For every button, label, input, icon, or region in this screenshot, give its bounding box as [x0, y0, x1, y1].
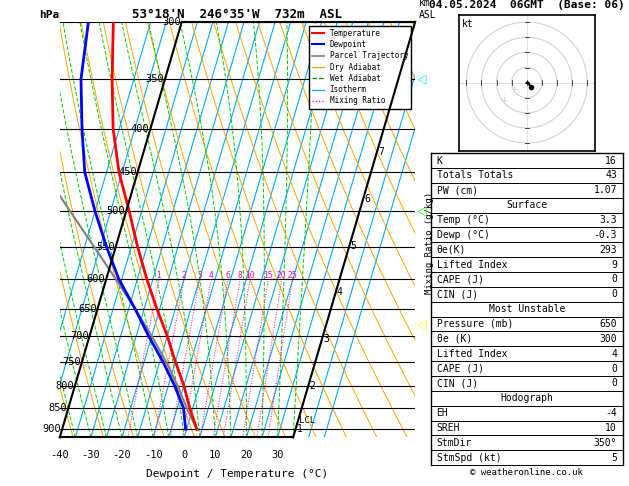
Text: StmDir: StmDir: [437, 438, 472, 448]
Text: -0.3: -0.3: [593, 230, 617, 240]
Text: hPa: hPa: [40, 10, 60, 20]
Text: 700: 700: [70, 331, 89, 341]
Text: ◁: ◁: [416, 319, 426, 332]
Title: 53°18'N  246°35'W  732m  ASL: 53°18'N 246°35'W 732m ASL: [133, 8, 342, 21]
Text: Lifted Index: Lifted Index: [437, 348, 507, 359]
Text: 2: 2: [309, 381, 315, 391]
Text: 0: 0: [611, 364, 617, 374]
Text: -20: -20: [113, 450, 131, 460]
Text: 30: 30: [271, 450, 284, 460]
Text: 650: 650: [78, 304, 97, 313]
Text: θe(K): θe(K): [437, 244, 466, 255]
Text: 350: 350: [145, 74, 164, 84]
Text: 3: 3: [323, 334, 329, 344]
Text: Most Unstable: Most Unstable: [489, 304, 565, 314]
Legend: Temperature, Dewpoint, Parcel Trajectory, Dry Adiabat, Wet Adiabat, Isotherm, Mi: Temperature, Dewpoint, Parcel Trajectory…: [309, 26, 411, 108]
Text: 20: 20: [240, 450, 253, 460]
Text: 350°: 350°: [593, 438, 617, 448]
Text: 1: 1: [296, 424, 303, 434]
Text: 5: 5: [350, 241, 356, 251]
Text: 10: 10: [209, 450, 221, 460]
Text: 1: 1: [157, 271, 161, 280]
Text: SREH: SREH: [437, 423, 460, 433]
Text: Dewpoint / Temperature (°C): Dewpoint / Temperature (°C): [147, 469, 328, 479]
Text: 900: 900: [43, 424, 61, 434]
Text: Dewp (°C): Dewp (°C): [437, 230, 489, 240]
Text: ◁: ◁: [416, 205, 426, 218]
Text: PW (cm): PW (cm): [437, 185, 478, 195]
Text: EH: EH: [437, 408, 448, 418]
Text: 3: 3: [197, 271, 202, 280]
Text: StmSpd (kt): StmSpd (kt): [437, 452, 501, 463]
Text: 850: 850: [48, 403, 67, 413]
Text: Surface: Surface: [506, 200, 547, 210]
Text: 0: 0: [181, 450, 187, 460]
Text: 5: 5: [611, 452, 617, 463]
Text: 750: 750: [62, 357, 81, 366]
Text: Temp (°C): Temp (°C): [437, 215, 489, 225]
Text: -4: -4: [605, 408, 617, 418]
Text: 4: 4: [611, 348, 617, 359]
Text: 6: 6: [364, 194, 370, 204]
Text: Lifted Index: Lifted Index: [437, 260, 507, 270]
Text: 2: 2: [182, 271, 186, 280]
Text: CAPE (J): CAPE (J): [437, 275, 484, 284]
Text: Hodograph: Hodograph: [500, 393, 554, 403]
Text: 16: 16: [605, 156, 617, 166]
Text: 10: 10: [245, 271, 255, 280]
Text: Totals Totals: Totals Totals: [437, 171, 513, 180]
Text: Mixing Ratio (g/kg): Mixing Ratio (g/kg): [425, 192, 433, 294]
Text: CIN (J): CIN (J): [437, 289, 478, 299]
Text: -40: -40: [50, 450, 69, 460]
Text: 8: 8: [392, 100, 398, 110]
Text: 8: 8: [238, 271, 243, 280]
Text: 300: 300: [599, 334, 617, 344]
Text: 4: 4: [209, 271, 213, 280]
Text: 3.3: 3.3: [599, 215, 617, 225]
Text: 800: 800: [55, 381, 74, 391]
Text: +: +: [510, 85, 520, 95]
Text: 450: 450: [118, 167, 136, 177]
Text: -30: -30: [82, 450, 100, 460]
Text: km
ASL: km ASL: [419, 0, 437, 20]
Text: LCL: LCL: [299, 417, 315, 425]
Text: -10: -10: [143, 450, 162, 460]
Text: 10: 10: [605, 423, 617, 433]
Text: 6: 6: [225, 271, 230, 280]
Text: 550: 550: [96, 242, 115, 252]
Text: +: +: [499, 96, 509, 106]
Text: ◁: ◁: [416, 72, 426, 86]
Text: 25: 25: [287, 271, 298, 280]
Text: 650: 650: [599, 319, 617, 329]
Text: 600: 600: [87, 274, 106, 284]
Text: 04.05.2024  06GMT  (Base: 06): 04.05.2024 06GMT (Base: 06): [429, 0, 625, 10]
Text: 0: 0: [611, 289, 617, 299]
Text: kt: kt: [462, 18, 473, 29]
Text: 293: 293: [599, 244, 617, 255]
Text: CAPE (J): CAPE (J): [437, 364, 484, 374]
Text: 15: 15: [264, 271, 273, 280]
Text: 7: 7: [378, 147, 384, 157]
Text: CIN (J): CIN (J): [437, 379, 478, 388]
Text: 43: 43: [605, 171, 617, 180]
Text: 20: 20: [277, 271, 287, 280]
Text: 4: 4: [337, 287, 343, 297]
Text: 400: 400: [131, 123, 150, 134]
Text: 0: 0: [611, 275, 617, 284]
Text: 500: 500: [106, 206, 125, 216]
Text: K: K: [437, 156, 442, 166]
Text: 1.07: 1.07: [593, 185, 617, 195]
Text: Pressure (mb): Pressure (mb): [437, 319, 513, 329]
Text: 9: 9: [611, 260, 617, 270]
Text: 300: 300: [162, 17, 181, 27]
Text: θe (K): θe (K): [437, 334, 472, 344]
Text: 0: 0: [611, 379, 617, 388]
Text: © weatheronline.co.uk: © weatheronline.co.uk: [470, 468, 583, 477]
